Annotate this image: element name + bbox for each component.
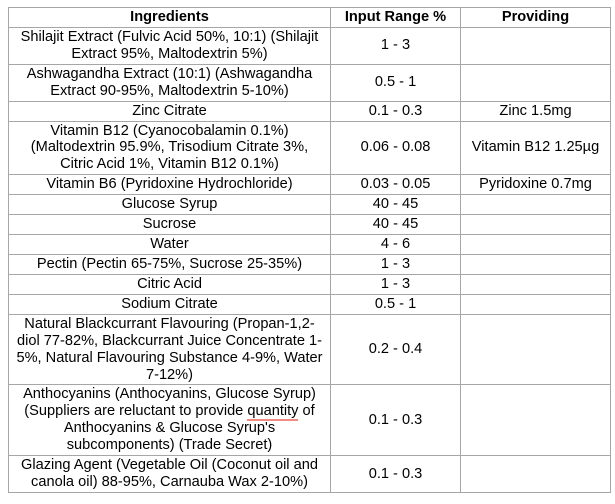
- ingredient-cell[interactable]: Zinc Citrate: [8, 100, 331, 122]
- table-row: Zinc Citrate 0.1 - 0.3 Zinc 1.5mg: [8, 100, 611, 122]
- ingredient-cell[interactable]: Ashwagandha Extract (10:1) (Ashwagandha …: [8, 63, 331, 102]
- table-header-row: Ingredients Input Range % Providing: [8, 7, 611, 28]
- table-row: Vitamin B12 (Cyanocobalamin 0.1%)(Maltod…: [8, 120, 611, 176]
- providing-cell[interactable]: [460, 273, 611, 295]
- table-row: Glucose Syrup 40 - 45: [8, 194, 611, 216]
- table-row: Citric Acid 1 - 3: [8, 273, 611, 295]
- ingredient-cell[interactable]: Glucose Syrup: [8, 194, 331, 216]
- input-range-cell[interactable]: 4 - 6: [330, 234, 461, 255]
- ingredient-cell[interactable]: Water: [8, 234, 331, 255]
- ingredient-text: Anthocyanins (Anthocyanins, Glucose Syru…: [23, 386, 316, 420]
- providing-cell[interactable]: [460, 384, 611, 457]
- ingredient-cell[interactable]: Glazing Agent (Vegetable Oil (Coconut oi…: [8, 455, 331, 493]
- input-range-cell[interactable]: 0.2 - 0.4: [330, 313, 461, 386]
- input-range-cell[interactable]: 0.1 - 0.3: [330, 455, 461, 493]
- providing-cell[interactable]: [460, 214, 611, 236]
- ingredient-cell[interactable]: Sodium Citrate: [8, 293, 331, 315]
- table-row: Glazing Agent (Vegetable Oil (Coconut oi…: [8, 455, 611, 493]
- providing-cell[interactable]: Vitamin B12 1.25µg: [460, 120, 611, 176]
- spellcheck-flagged-word[interactable]: quantity: [247, 403, 299, 422]
- ingredients-table: Ingredients Input Range % Providing Shil…: [8, 7, 611, 493]
- input-range-cell[interactable]: 1 - 3: [330, 253, 461, 275]
- providing-cell[interactable]: [460, 26, 611, 65]
- providing-cell[interactable]: [460, 455, 611, 493]
- table-row: Water 4 - 6: [8, 234, 611, 255]
- header-providing[interactable]: Providing: [460, 7, 611, 28]
- table-row: Shilajit Extract (Fulvic Acid 50%, 10:1)…: [8, 26, 611, 65]
- table-row: Sodium Citrate 0.5 - 1: [8, 293, 611, 315]
- providing-cell[interactable]: [460, 234, 611, 255]
- table-row: Ashwagandha Extract (10:1) (Ashwagandha …: [8, 63, 611, 102]
- providing-cell[interactable]: Pyridoxine 0.7mg: [460, 174, 611, 196]
- input-range-cell[interactable]: 0.1 - 0.3: [330, 384, 461, 457]
- ingredient-text: of Anthocyanins & Glucose Syrup's subcom…: [63, 403, 315, 454]
- header-ingredients[interactable]: Ingredients: [8, 7, 331, 28]
- table-row: Natural Blackcurrant Flavouring (Propan-…: [8, 313, 611, 386]
- input-range-cell[interactable]: 40 - 45: [330, 194, 461, 216]
- ingredient-cell[interactable]: Vitamin B12 (Cyanocobalamin 0.1%)(Maltod…: [8, 120, 331, 176]
- table-row: Pectin (Pectin 65-75%, Sucrose 25-35%) 1…: [8, 253, 611, 275]
- ingredient-cell[interactable]: Anthocyanins (Anthocyanins, Glucose Syru…: [8, 384, 331, 457]
- providing-cell[interactable]: [460, 313, 611, 386]
- input-range-cell[interactable]: 0.1 - 0.3: [330, 100, 461, 122]
- input-range-cell[interactable]: 0.03 - 0.05: [330, 174, 461, 196]
- ingredient-cell[interactable]: Sucrose: [8, 214, 331, 236]
- table-row: Anthocyanins (Anthocyanins, Glucose Syru…: [8, 384, 611, 457]
- ingredient-cell[interactable]: Pectin (Pectin 65-75%, Sucrose 25-35%): [8, 253, 331, 275]
- providing-cell[interactable]: [460, 63, 611, 102]
- input-range-cell[interactable]: 0.5 - 1: [330, 63, 461, 102]
- input-range-cell[interactable]: 0.06 - 0.08: [330, 120, 461, 176]
- providing-cell[interactable]: [460, 194, 611, 216]
- input-range-cell[interactable]: 0.5 - 1: [330, 293, 461, 315]
- ingredient-cell[interactable]: Citric Acid: [8, 273, 331, 295]
- ingredient-cell[interactable]: Vitamin B6 (Pyridoxine Hydrochloride): [8, 174, 331, 196]
- providing-cell[interactable]: [460, 293, 611, 315]
- input-range-cell[interactable]: 1 - 3: [330, 26, 461, 65]
- ingredient-cell[interactable]: Natural Blackcurrant Flavouring (Propan-…: [8, 313, 331, 386]
- providing-cell[interactable]: [460, 253, 611, 275]
- input-range-cell[interactable]: 40 - 45: [330, 214, 461, 236]
- providing-cell[interactable]: Zinc 1.5mg: [460, 100, 611, 122]
- input-range-cell[interactable]: 1 - 3: [330, 273, 461, 295]
- ingredient-cell[interactable]: Shilajit Extract (Fulvic Acid 50%, 10:1)…: [8, 26, 331, 65]
- table-row: Vitamin B6 (Pyridoxine Hydrochloride) 0.…: [8, 174, 611, 196]
- table-row: Sucrose 40 - 45: [8, 214, 611, 236]
- header-input-range[interactable]: Input Range %: [330, 7, 461, 28]
